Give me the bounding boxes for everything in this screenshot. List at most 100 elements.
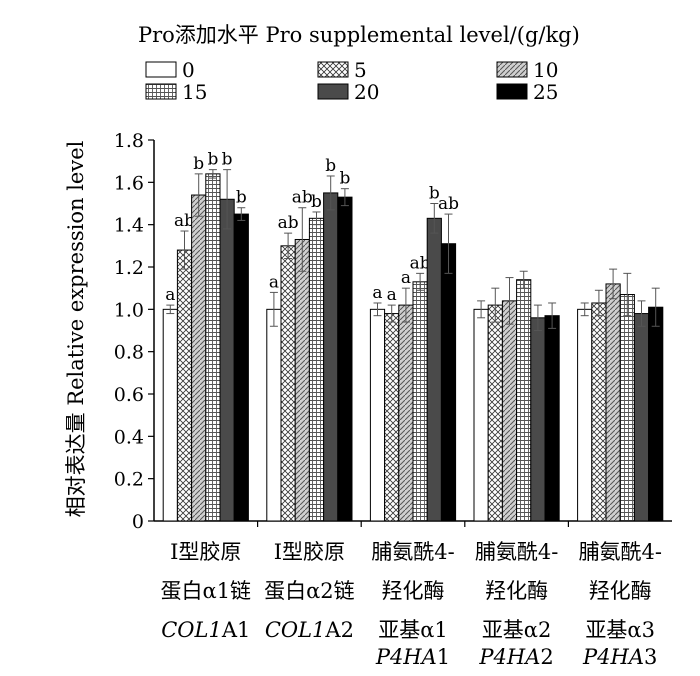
legend-item-15: 15 — [145, 80, 207, 104]
y-tick-label: 0.4 — [114, 426, 144, 448]
error-bar — [401, 287, 410, 323]
significance-label: ab — [174, 211, 195, 231]
error-bar — [269, 291, 278, 327]
significance-label: a — [401, 268, 411, 288]
category-label-line3: 亚基α1 — [378, 618, 448, 642]
legend-swatch — [145, 61, 177, 78]
category-label-line1: 脯氨酰4- — [371, 540, 454, 564]
bar-25-2 — [337, 196, 353, 522]
category-label-line2: 蛋白α2链 — [264, 579, 355, 603]
category-label-line2: 蛋白α1链 — [161, 579, 252, 603]
gene-symbol: P4HA3 — [582, 645, 657, 669]
error-bar — [373, 302, 382, 317]
bar-25-5 — [648, 306, 664, 522]
error-bar — [340, 188, 349, 207]
significance-label: b — [193, 154, 204, 174]
significance-label: ab — [410, 253, 431, 273]
gene-symbol: COL1A2 — [265, 618, 354, 642]
bar-20-2 — [323, 192, 339, 522]
significance-label: b — [311, 192, 322, 212]
significance-label: b — [236, 188, 247, 208]
legend-label: 20 — [354, 80, 379, 104]
bar-0-3 — [369, 308, 386, 522]
error-bar — [312, 211, 321, 226]
bar-10-2 — [294, 238, 310, 522]
bar-15-1 — [205, 173, 221, 522]
error-bar — [594, 289, 603, 317]
category-label-line2: 羟化酶 — [485, 579, 548, 603]
error-bar — [637, 300, 646, 327]
significance-label: ab — [292, 188, 313, 208]
legend-item-20: 20 — [317, 80, 379, 104]
category-label-line3: 亚基α3 — [585, 618, 655, 642]
bar-5-3 — [384, 313, 400, 522]
legend-label: 5 — [354, 58, 367, 82]
error-bar — [519, 270, 528, 289]
significance-label: ab — [438, 194, 459, 214]
category-label-line1: 脯氨酰4- — [475, 540, 558, 564]
y-tick-label: 1.6 — [114, 172, 144, 194]
legend-label: 0 — [182, 58, 195, 82]
bar-20-3 — [426, 217, 442, 522]
error-bar — [180, 230, 189, 270]
category-label-line2: 羟化酶 — [589, 579, 652, 603]
y-tick-label: 1.8 — [114, 130, 144, 152]
significance-label: a — [165, 285, 175, 305]
legend-item-10: 10 — [496, 58, 558, 82]
error-bar — [298, 207, 307, 272]
error-bar — [491, 287, 500, 323]
category-label-line1: Ⅰ型胶原 — [274, 540, 345, 564]
bar-15-3 — [412, 281, 428, 522]
error-bar — [444, 213, 453, 274]
gene-symbol: P4HA1 — [375, 645, 450, 669]
legend-item-0: 0 — [145, 58, 195, 82]
error-bar — [194, 173, 203, 217]
bar-0-5 — [577, 308, 593, 522]
category-label-line2: 羟化酶 — [382, 579, 445, 603]
bar-10-5 — [605, 283, 621, 522]
legend: 0 5 10 15 20 25 — [145, 58, 558, 104]
y-tick-label: 1.0 — [114, 299, 144, 321]
bar-0-4 — [473, 308, 489, 522]
bar-20-5 — [633, 313, 650, 522]
gene-symbol: P4HA2 — [478, 645, 553, 669]
y-axis-label: 相对表达量 Relative expression level — [64, 140, 88, 517]
bar-15-2 — [308, 217, 325, 522]
bar-10-4 — [501, 300, 518, 522]
error-bar — [326, 175, 335, 211]
legend-swatch — [496, 61, 528, 78]
legend-label: 15 — [182, 80, 207, 104]
bar-5-4 — [487, 304, 503, 522]
bar-25-1 — [233, 213, 249, 522]
bar-10-3 — [398, 304, 414, 522]
significance-label: ab — [278, 213, 299, 233]
bar-0-2 — [266, 308, 282, 522]
error-bar — [609, 268, 618, 300]
error-bar — [223, 169, 232, 230]
error-bar — [505, 277, 514, 325]
legend-item-25: 25 — [496, 80, 558, 104]
y-tick-label: 1.4 — [114, 215, 144, 237]
legend-swatch — [317, 83, 349, 100]
error-bar — [284, 232, 293, 260]
significance-label: a — [372, 283, 382, 303]
bar-20-1 — [219, 198, 235, 522]
bar-0-1 — [162, 308, 178, 522]
error-bar — [387, 304, 396, 323]
error-bar — [166, 304, 175, 315]
significance-label: a — [269, 272, 279, 292]
bar-20-4 — [530, 317, 546, 522]
significance-label: b — [325, 156, 336, 176]
error-bar — [580, 302, 589, 317]
bar-5-2 — [280, 245, 296, 522]
category-label-line3: 亚基α2 — [482, 618, 552, 642]
error-bar — [237, 207, 246, 221]
legend-swatch — [145, 83, 177, 100]
